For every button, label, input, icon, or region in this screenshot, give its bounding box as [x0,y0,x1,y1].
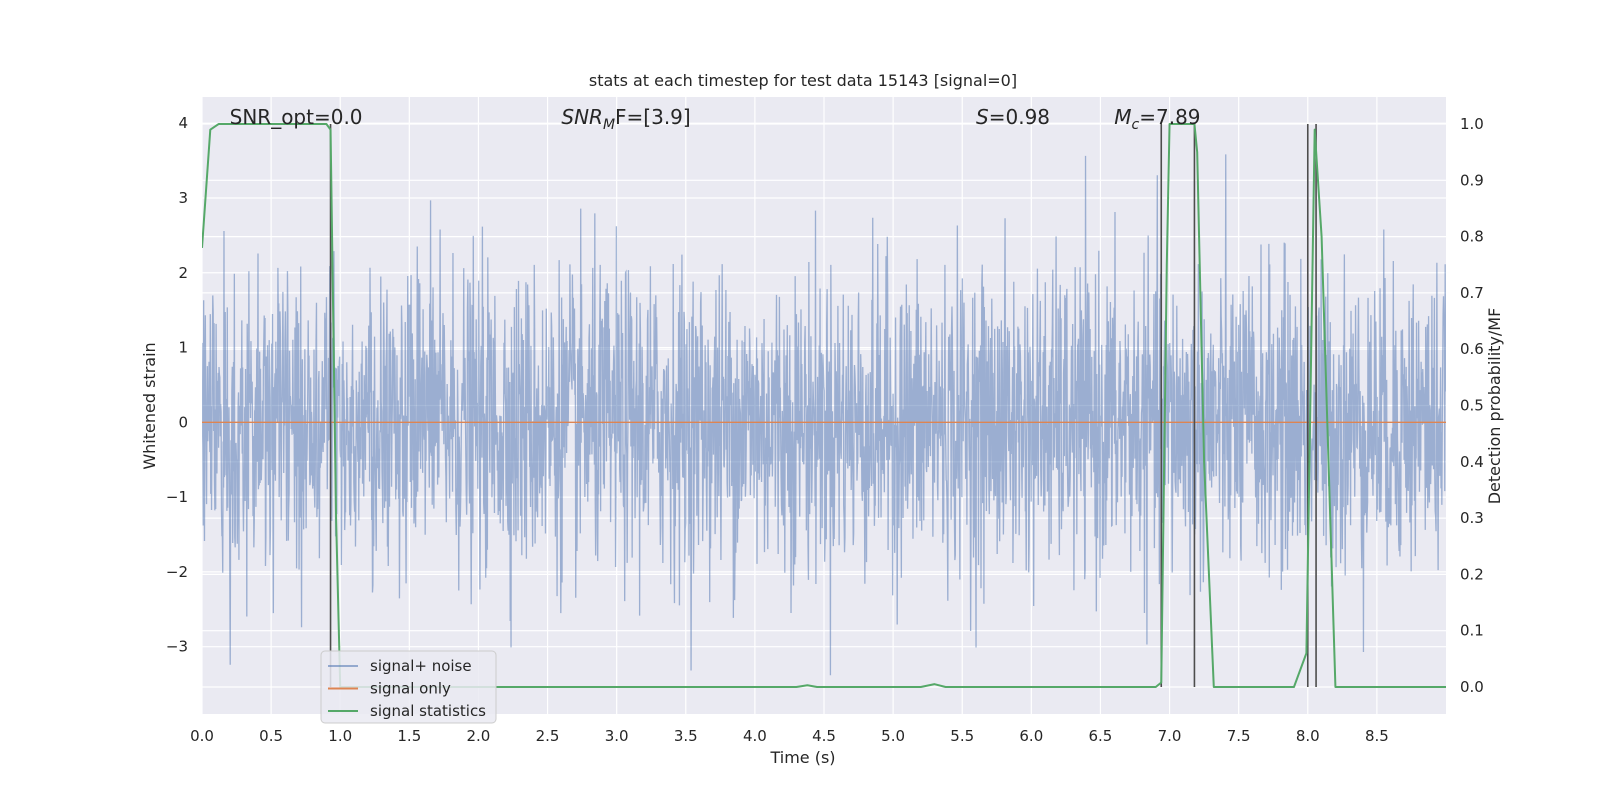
annotations: SNR_opt=0.0 SNRMF=[3.9] S=0.98 Mc=7.89 [230,105,1201,133]
series-signal-statistics-line [202,123,1446,688]
y-tick-label: 0 [178,413,188,431]
x-tick-label: 6.5 [1089,727,1113,745]
legend-label: signal+ noise [370,657,472,675]
chart-title: stats at each timestep for test data 151… [589,71,1017,90]
x-tick-label: 7.0 [1158,727,1182,745]
y2-tick-label: 0.0 [1460,678,1484,696]
y-axis-label: Whitened strain [140,342,159,469]
y2-tick-label: 0.9 [1460,171,1484,189]
legend-label: signal only [370,680,451,698]
y2-tick-label: 0.4 [1460,453,1484,471]
y-tick-label: 1 [178,339,188,357]
y2-tick-label: 0.2 [1460,565,1484,583]
y-tick-label: 4 [178,114,188,132]
annotation-0: SNR_opt=0.0 [230,105,363,129]
x-tick-label: 4.0 [743,727,767,745]
y2-tick-label: 0.1 [1460,622,1484,640]
x-tick-label: 3.5 [674,727,698,745]
y-tick-label: −3 [166,638,188,656]
x-tick-label: 6.0 [1019,727,1043,745]
x-tick-label: 2.0 [467,727,491,745]
series-signal-noise-line [202,154,1446,676]
legend-label: signal statistics [370,702,486,720]
x-tick-label: 7.5 [1227,727,1251,745]
x-tick-label: 5.5 [950,727,974,745]
y2-tick-label: 1.0 [1460,115,1484,133]
y-axis-ticks: −3 −2 −1 0 1 2 3 4 [166,114,188,656]
y-tick-label: −2 [166,563,188,581]
x-tick-label: 0.0 [190,727,214,745]
x-tick-label: 1.5 [397,727,421,745]
y2-tick-label: 0.3 [1460,509,1484,527]
x-tick-label: 1.0 [328,727,352,745]
legend-box [320,650,497,724]
x-axis-ticks: 0.0 0.5 1.0 1.5 2.0 2.5 3.0 3.5 4.0 4.5 5.0 5.5 6.0 6… [190,727,1389,745]
y-tick-label: 3 [178,189,188,207]
y2-tick-label: 0.6 [1460,340,1484,358]
annotation-3: Mc=7.89 [1114,105,1200,133]
x-axis-label: Time (s) [769,748,835,767]
x-tick-label: 8.5 [1365,727,1389,745]
legend: signal+ noise signal only signal statistic… [320,650,497,724]
y2-axis-ticks: 0.0 0.1 0.2 0.3 0.4 0.5 0.6 0.7 0.8 0.9 1.0 [1460,115,1484,696]
y2-tick-label: 0.8 [1460,228,1484,246]
x-tick-label: 5.0 [881,727,905,745]
plot-area [201,97,1446,714]
y2-axis-label: Detection probability/MF [1485,308,1504,505]
x-tick-label: 8.0 [1296,727,1320,745]
x-tick-label: 3.0 [605,727,629,745]
x-tick-label: 0.5 [259,727,283,745]
y2-tick-label: 0.5 [1460,397,1484,415]
x-tick-label: 2.5 [536,727,560,745]
y2-tick-label: 0.7 [1460,284,1484,302]
x-tick-label: 4.5 [812,727,836,745]
y-tick-label: −1 [166,488,188,506]
annotation-2: S=0.98 [976,105,1050,129]
y-tick-label: 2 [178,264,188,282]
annotation-1: SNRMF=[3.9] [561,105,690,133]
